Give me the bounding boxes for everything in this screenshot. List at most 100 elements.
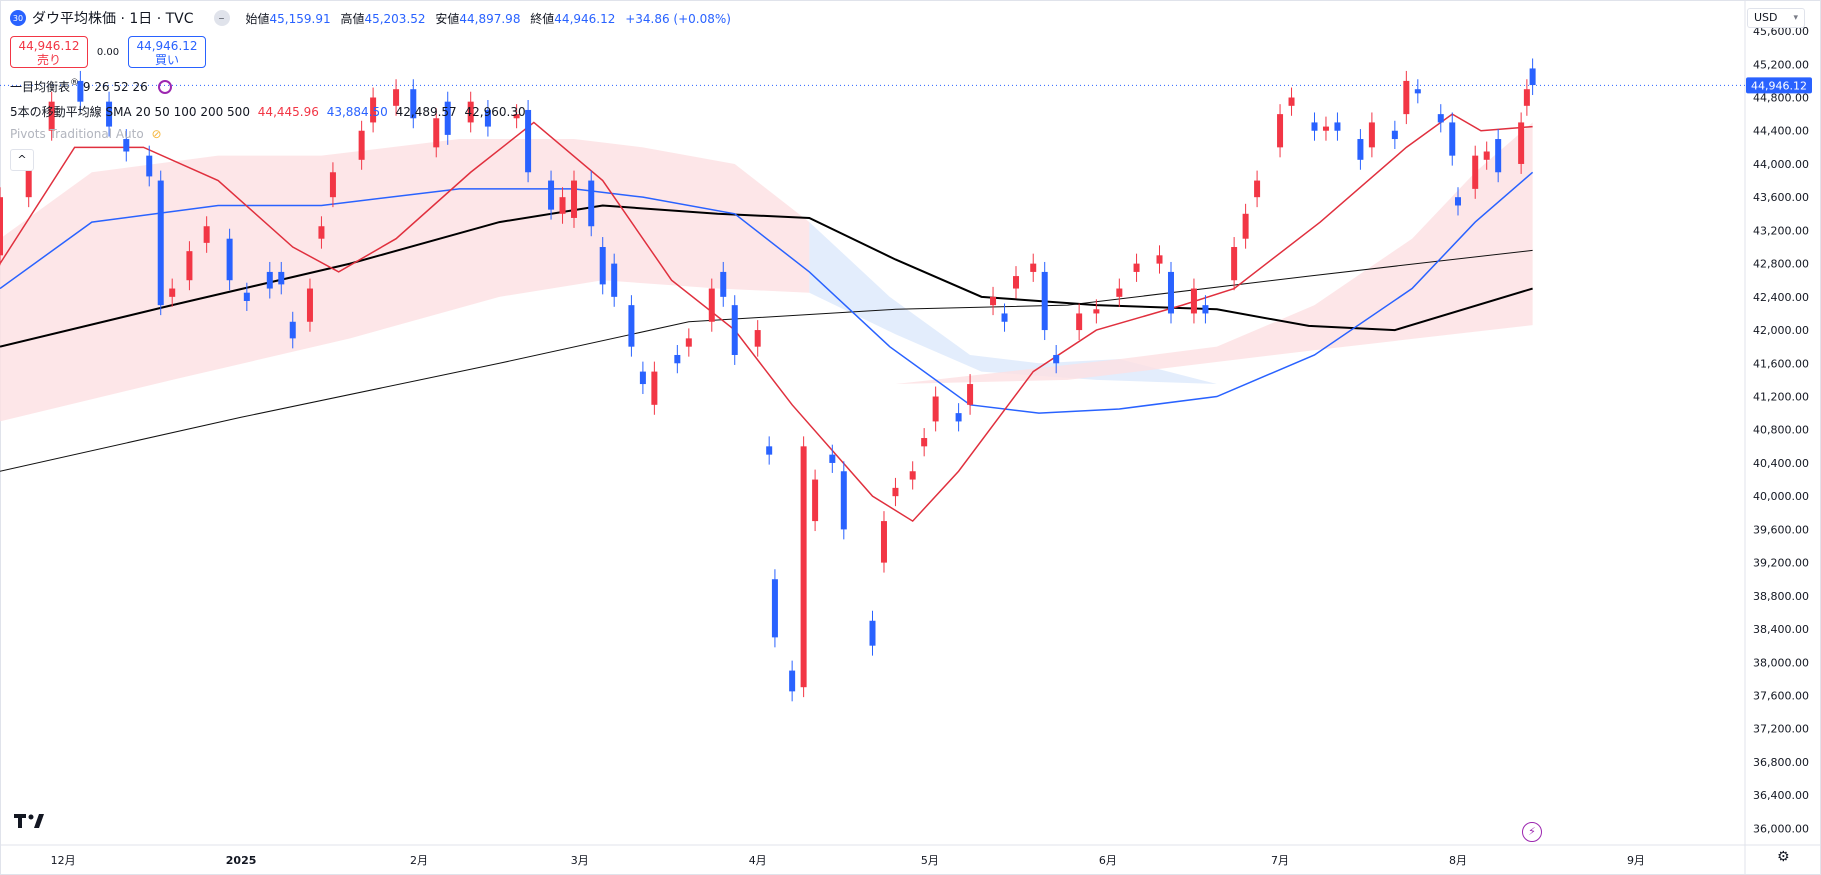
time-tick-label: 4月 xyxy=(749,854,767,867)
candle-body xyxy=(513,114,520,119)
candle-body xyxy=(1156,255,1163,264)
buy-label: 買い xyxy=(154,53,179,67)
gear-icon[interactable]: ⚙ xyxy=(1777,849,1790,865)
candle-body xyxy=(1523,89,1530,106)
symbol-title[interactable]: ダウ平均株価 · 1日 · TVC xyxy=(32,11,194,27)
candle-body xyxy=(1053,354,1060,364)
ichimoku-legend[interactable]: 一目均衡表® 9 26 52 26 xyxy=(10,78,172,95)
candle-body xyxy=(955,413,962,422)
candle-body xyxy=(444,101,451,135)
candle-body xyxy=(720,271,727,297)
price-tick-label: 40,800.00 xyxy=(1753,424,1809,437)
sell-price: 44,946.12 xyxy=(18,39,80,53)
candle-body xyxy=(731,305,738,355)
candle-body xyxy=(840,471,847,530)
price-tick-label: 43,600.00 xyxy=(1753,191,1809,204)
candle-body xyxy=(1403,80,1410,115)
candle-body xyxy=(1495,139,1502,173)
candle-body xyxy=(370,97,377,123)
candle-body xyxy=(1030,263,1037,272)
candle-body xyxy=(708,288,715,322)
candle-body xyxy=(1529,68,1536,86)
high-label: 高値 xyxy=(340,11,365,26)
sma50-value: 43,884.50 xyxy=(326,105,388,119)
price-axis[interactable]: 45,600.00 45,200.00 44,800.00 44,400.00 44,0… xyxy=(1746,25,1812,835)
time-tick-label: 3月 xyxy=(571,854,589,867)
price-tick-label: 42,000.00 xyxy=(1753,324,1809,337)
candle-body xyxy=(329,172,336,198)
spread-value: 0.00 xyxy=(96,46,120,58)
candle-body xyxy=(77,80,84,102)
candle-body xyxy=(651,371,658,405)
candle-body xyxy=(990,296,997,306)
candle-body xyxy=(1368,122,1375,148)
candle-body xyxy=(1483,151,1490,160)
high-value: 45,203.52 xyxy=(364,11,426,26)
symbol-header: 30 ダウ平均株価 · 1日 · TVC – 始値45,159.91 高値45,… xyxy=(10,8,731,28)
candle-body xyxy=(628,305,635,347)
candle-body xyxy=(1518,122,1525,164)
candle-body xyxy=(1202,305,1209,314)
candle-body xyxy=(559,197,566,214)
sma100-line xyxy=(0,204,1533,348)
sell-button[interactable]: 44,946.12 売り xyxy=(10,36,88,68)
lightning-icon[interactable]: ⚡ xyxy=(1522,822,1542,842)
candle-body xyxy=(1190,288,1197,314)
cloud-bull-area xyxy=(0,139,810,422)
currency-label: USD xyxy=(1754,11,1778,24)
price-tick-label: 44,000.00 xyxy=(1753,158,1809,171)
refresh-icon[interactable] xyxy=(157,79,172,94)
eye-off-icon[interactable]: ⊘ xyxy=(151,127,162,141)
candle-body xyxy=(1288,97,1295,106)
currency-select[interactable]: USD ▾ xyxy=(1747,8,1805,28)
tradingview-logo-icon[interactable] xyxy=(14,812,46,834)
collapse-legend-button[interactable]: ^ xyxy=(10,149,34,171)
candle-body xyxy=(1242,213,1249,239)
price-tick-label: 45,600.00 xyxy=(1753,25,1809,38)
low-label: 安値 xyxy=(435,11,460,26)
candle-body xyxy=(146,155,153,177)
ichimoku-cloud xyxy=(0,122,1533,422)
candle-body xyxy=(674,354,681,364)
last-price-label: 44,946.12 xyxy=(1751,79,1807,92)
sma-legend[interactable]: 5本の移動平均線 SMA 20 50 100 200 500 44,445.96… xyxy=(10,103,526,120)
candle-body xyxy=(771,579,778,638)
sma200-value: 42,960.30 xyxy=(464,105,526,119)
ichimoku-params: 9 26 52 26 xyxy=(82,80,148,94)
chevron-down-icon: ▾ xyxy=(1793,13,1798,23)
candle-body xyxy=(1311,122,1318,131)
price-tick-label: 45,200.00 xyxy=(1753,58,1809,71)
candle-body xyxy=(1093,309,1100,314)
candle-body xyxy=(1167,271,1174,314)
price-tick-label: 44,800.00 xyxy=(1753,92,1809,105)
candle-body xyxy=(1391,130,1398,140)
pivots-legend[interactable]: Pivots Traditional Auto ⊘ xyxy=(10,127,162,141)
candle-body xyxy=(1334,122,1341,131)
ichimoku-label: 一目均衡表 xyxy=(10,80,71,94)
time-axis[interactable]: 12月 2025 2月 3月 4月 5月 6月 7月 8月 9月 xyxy=(51,854,1645,867)
sma-label: 5本の移動平均線 SMA 20 50 100 200 500 xyxy=(10,105,250,119)
candle-body xyxy=(169,288,176,297)
buy-button[interactable]: 44,946.12 買い xyxy=(128,36,206,68)
time-tick-label: 7月 xyxy=(1271,854,1289,867)
hide-legend-button[interactable]: – xyxy=(213,10,230,26)
symbol-logo-icon[interactable]: 30 xyxy=(10,10,26,26)
sell-label: 売り xyxy=(36,53,61,67)
price-tick-label: 43,200.00 xyxy=(1753,224,1809,237)
candle-body xyxy=(278,271,285,285)
time-tick-label: 5月 xyxy=(921,854,939,867)
candle-body xyxy=(25,159,32,198)
pivots-label: Pivots Traditional Auto xyxy=(10,127,144,141)
candle-body xyxy=(571,180,578,218)
time-tick-label: 2025 xyxy=(226,854,257,867)
candle-body xyxy=(467,101,474,123)
price-tick-label: 40,400.00 xyxy=(1753,457,1809,470)
candle-body xyxy=(880,521,887,563)
candle-body xyxy=(869,620,876,646)
candle-body xyxy=(157,180,164,306)
candle-body xyxy=(1277,114,1284,148)
candle-body xyxy=(410,89,417,119)
time-tick-label: 9月 xyxy=(1627,854,1645,867)
candle-body xyxy=(48,101,55,131)
